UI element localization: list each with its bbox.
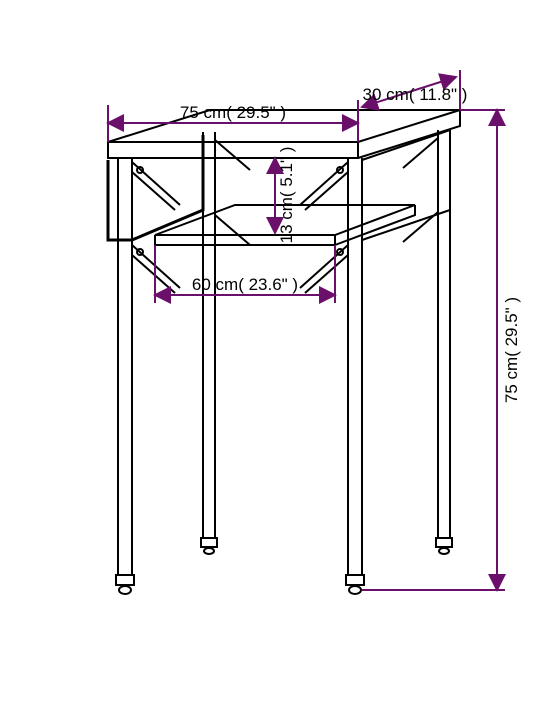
dim-shelfwidth-label: 60 cm( 23.6" ) (192, 275, 298, 294)
dim-depth-label: 30 cm( 11.8" ) (363, 85, 468, 104)
dim-height-label: 75 cm( 29.5" ) (502, 297, 521, 403)
dim-shelfdrop-label: 13 cm( 5.1" ) (277, 147, 296, 244)
dim-width-label: 75 cm( 29.5" ) (180, 103, 286, 122)
table-dimension-diagram: 75 cm( 29.5" ) 30 cm( 11.8" ) 75 cm( 29.… (0, 0, 540, 720)
